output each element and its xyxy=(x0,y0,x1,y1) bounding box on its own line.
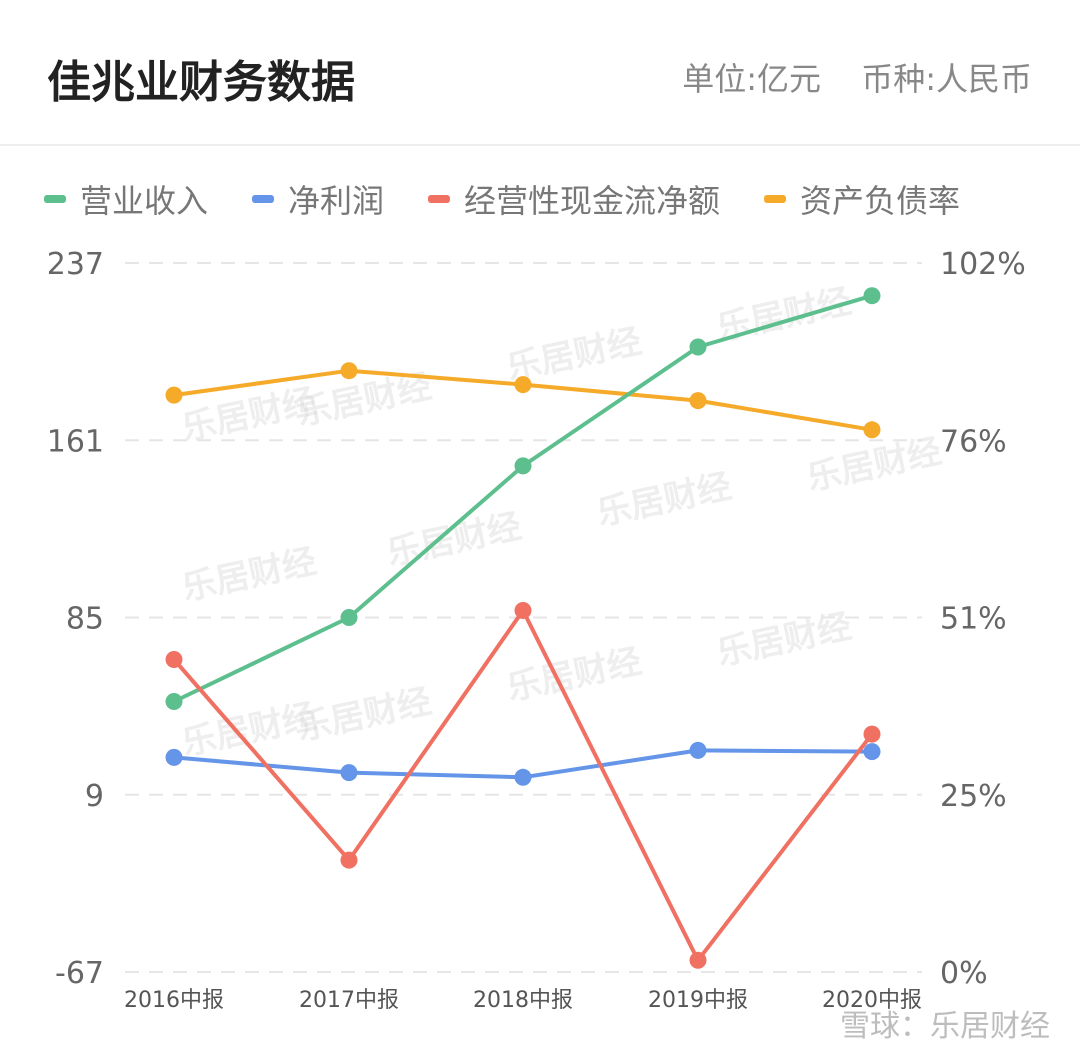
watermark-text: 乐居财经 xyxy=(384,506,525,573)
currency-label: 币种:人民币 xyxy=(861,60,1032,98)
unit-info: 单位:亿元 币种:人民币 xyxy=(682,54,1032,100)
data-point[interactable] xyxy=(165,651,183,668)
legend-swatch-debt-ratio xyxy=(764,195,787,203)
data-point[interactable] xyxy=(165,748,183,766)
header: 佳兆业财务数据 单位:亿元 币种:人民币 xyxy=(0,0,1080,146)
watermark-text: 乐居财经 xyxy=(504,641,645,708)
data-point[interactable] xyxy=(340,764,358,782)
legend-label-operating-cash-flow: 经营性现金流净额 xyxy=(464,182,721,220)
legend: 营业收入 净利润 经营性现金流净额 资产负债率 xyxy=(44,176,1004,222)
data-point[interactable] xyxy=(340,609,358,626)
legend-label-revenue: 营业收入 xyxy=(80,182,209,220)
left-axis-tick: -67 xyxy=(55,956,104,991)
data-point[interactable] xyxy=(514,768,532,786)
legend-item-debt-ratio[interactable]: 资产负债率 xyxy=(764,176,960,222)
data-point[interactable] xyxy=(689,741,707,759)
data-point[interactable] xyxy=(340,362,358,380)
x-axis-tick: 2017中报 xyxy=(299,988,399,1013)
legend-item-revenue[interactable]: 营业收入 xyxy=(44,176,208,222)
legend-label-net-profit: 净利润 xyxy=(288,182,385,220)
watermark-text: 乐居财经 xyxy=(179,696,320,763)
legend-swatch-operating-cash-flow xyxy=(428,195,451,203)
legend-label-debt-ratio: 资产负债率 xyxy=(800,182,961,220)
data-point[interactable] xyxy=(689,951,707,969)
left-axis-tick: 9 xyxy=(85,779,104,814)
right-axis-tick: 0% xyxy=(940,956,988,991)
right-axis-tick: 51% xyxy=(940,602,1007,637)
unit-label: 单位:亿元 xyxy=(682,60,822,98)
data-point[interactable] xyxy=(689,338,707,356)
legend-item-operating-cash-flow[interactable]: 经营性现金流净额 xyxy=(428,176,720,222)
data-point[interactable] xyxy=(514,376,532,394)
source-credit: 雪球：乐居财经 xyxy=(840,1009,1050,1044)
data-point[interactable] xyxy=(165,386,183,404)
chart-title: 佳兆业财务数据 xyxy=(47,57,355,108)
left-axis-tick: 237 xyxy=(47,247,104,282)
data-point[interactable] xyxy=(165,693,183,710)
right-axis-tick: 76% xyxy=(940,424,1007,459)
legend-item-net-profit[interactable]: 净利润 xyxy=(252,176,384,222)
data-point[interactable] xyxy=(340,851,358,869)
right-axis-tick: 25% xyxy=(940,779,1007,814)
data-point[interactable] xyxy=(863,725,881,743)
data-point[interactable] xyxy=(863,421,881,439)
watermark-text: 乐居财经 xyxy=(804,431,945,498)
data-point[interactable] xyxy=(689,392,707,410)
data-point[interactable] xyxy=(514,457,532,475)
legend-swatch-net-profit xyxy=(252,195,275,203)
left-axis-tick: 85 xyxy=(66,602,104,637)
watermark-text: 乐居财经 xyxy=(714,281,855,348)
data-point[interactable] xyxy=(514,602,532,619)
data-point[interactable] xyxy=(863,743,881,761)
legend-swatch-revenue xyxy=(44,195,66,203)
x-axis-tick: 2018中报 xyxy=(473,988,573,1013)
x-axis-tick: 2020中报 xyxy=(822,988,922,1013)
x-axis-tick: 2019中报 xyxy=(648,988,748,1013)
x-axis-tick: 2016中报 xyxy=(124,988,224,1013)
watermark-text: 乐居财经 xyxy=(594,466,735,533)
right-axis-tick: 102% xyxy=(940,247,1026,282)
data-point[interactable] xyxy=(863,287,881,305)
watermark-text: 乐居财经 xyxy=(179,541,320,608)
left-axis-tick: 161 xyxy=(47,424,104,459)
